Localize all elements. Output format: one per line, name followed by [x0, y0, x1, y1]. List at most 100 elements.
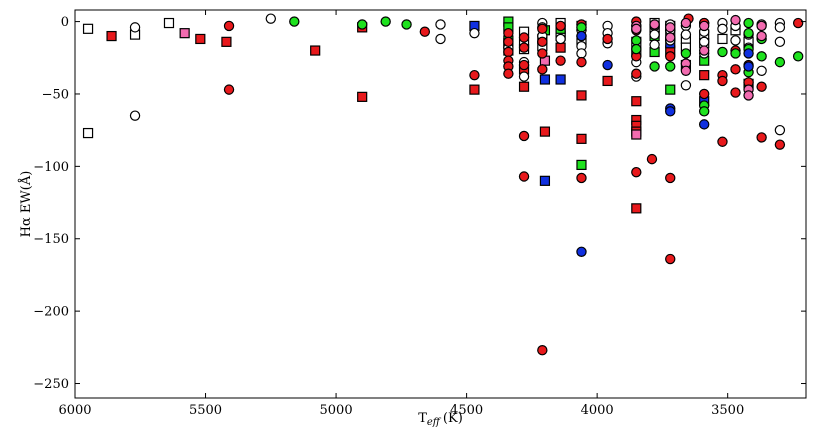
red-circle-point — [756, 132, 767, 143]
red-square-point — [699, 70, 710, 81]
pink-circle-point — [698, 20, 710, 32]
white-circle-point — [435, 33, 446, 45]
pink-square-point — [631, 129, 642, 140]
white-circle-point — [265, 13, 277, 24]
x-tick-label: 4000 — [581, 403, 614, 418]
red-circle-point — [665, 253, 676, 265]
green-circle-point — [680, 48, 692, 59]
red-circle-point — [518, 32, 530, 43]
red-circle-point — [503, 36, 514, 48]
red-square-point — [469, 84, 480, 95]
blue-square-point — [539, 74, 551, 85]
x-axis-title-subscript: eff — [427, 417, 442, 428]
white-circle-point — [469, 27, 480, 39]
red-square-point — [631, 96, 642, 107]
blue-circle-point — [698, 119, 710, 130]
red-square-point — [357, 91, 368, 102]
blue-circle-point — [743, 61, 754, 72]
red-circle-point — [503, 68, 514, 79]
y-tick-label: −200 — [33, 305, 69, 320]
red-circle-point — [698, 88, 710, 100]
white-circle-point — [129, 22, 141, 33]
blue-circle-point — [576, 30, 587, 42]
green-square-point — [576, 159, 587, 171]
green-circle-point — [774, 56, 786, 68]
red-circle-point — [717, 136, 728, 147]
x-tick-label: 5000 — [320, 403, 353, 418]
pink-circle-point — [665, 22, 676, 33]
red-circle-point — [631, 68, 642, 79]
green-circle-point — [665, 61, 676, 72]
green-circle-point — [356, 19, 368, 30]
white-square-point — [82, 127, 94, 139]
blue-circle-point — [665, 106, 676, 117]
red-circle-point — [518, 130, 530, 142]
red-circle-point — [774, 139, 786, 150]
red-circle-point — [730, 87, 741, 98]
pink-circle-point — [730, 14, 741, 26]
red-square-point — [518, 81, 530, 92]
red-circle-point — [631, 166, 642, 178]
red-circle-point — [537, 48, 548, 59]
green-circle-point — [792, 51, 804, 62]
green-circle-point — [717, 46, 728, 58]
pink-circle-point — [743, 90, 754, 101]
pink-circle-point — [698, 45, 710, 56]
green-circle-point — [289, 16, 300, 27]
red-circle-point — [576, 172, 587, 184]
y-tick-label: −50 — [42, 87, 69, 102]
plot-frame — [74, 9, 807, 399]
green-circle-point — [756, 51, 767, 62]
red-circle-point — [717, 75, 728, 87]
red-circle-point — [518, 42, 530, 53]
blue-square-point — [555, 74, 566, 85]
red-circle-point — [223, 84, 235, 95]
white-square-point — [717, 33, 728, 45]
red-circle-point — [537, 345, 548, 356]
red-circle-point — [756, 81, 767, 92]
pink-circle-point — [665, 32, 676, 43]
red-square-point — [555, 42, 566, 53]
white-circle-point — [680, 29, 692, 40]
red-square-point — [195, 33, 206, 45]
white-circle-point — [698, 36, 710, 48]
green-circle-point — [698, 106, 710, 117]
red-circle-point — [537, 64, 548, 75]
white-circle-point — [730, 35, 741, 46]
data-points — [82, 13, 804, 356]
blue-circle-point — [743, 48, 754, 59]
red-circle-point — [419, 26, 431, 37]
white-circle-point — [576, 48, 587, 59]
green-circle-point — [380, 16, 391, 27]
white-circle-point — [129, 110, 141, 121]
green-circle-point — [743, 17, 754, 29]
green-circle-point — [631, 43, 642, 55]
green-square-point — [665, 84, 676, 95]
red-circle-point — [518, 171, 530, 182]
white-circle-point — [680, 80, 692, 91]
x-tick-label: 5500 — [189, 403, 222, 418]
red-circle-point — [646, 153, 658, 165]
white-circle-point — [649, 29, 660, 40]
white-circle-point — [649, 39, 660, 50]
red-circle-point — [555, 20, 566, 32]
white-circle-point — [774, 124, 786, 136]
red-circle-point — [537, 23, 548, 35]
red-circle-point — [576, 56, 587, 68]
red-circle-point — [537, 36, 548, 48]
red-circle-point — [665, 51, 676, 62]
x-axis-title: Teff (K) — [418, 411, 463, 428]
pink-circle-point — [649, 19, 660, 30]
white-circle-point — [774, 22, 786, 33]
y-tick-label: −250 — [33, 377, 69, 392]
white-circle-point — [555, 33, 566, 45]
pink-square-point — [179, 28, 190, 39]
pink-circle-point — [756, 30, 767, 42]
pink-circle-point — [756, 20, 767, 32]
y-tick-label: −100 — [33, 160, 69, 175]
red-square-point — [310, 45, 321, 56]
green-circle-point — [730, 48, 741, 59]
white-circle-point — [435, 19, 446, 30]
blue-circle-point — [602, 59, 613, 71]
